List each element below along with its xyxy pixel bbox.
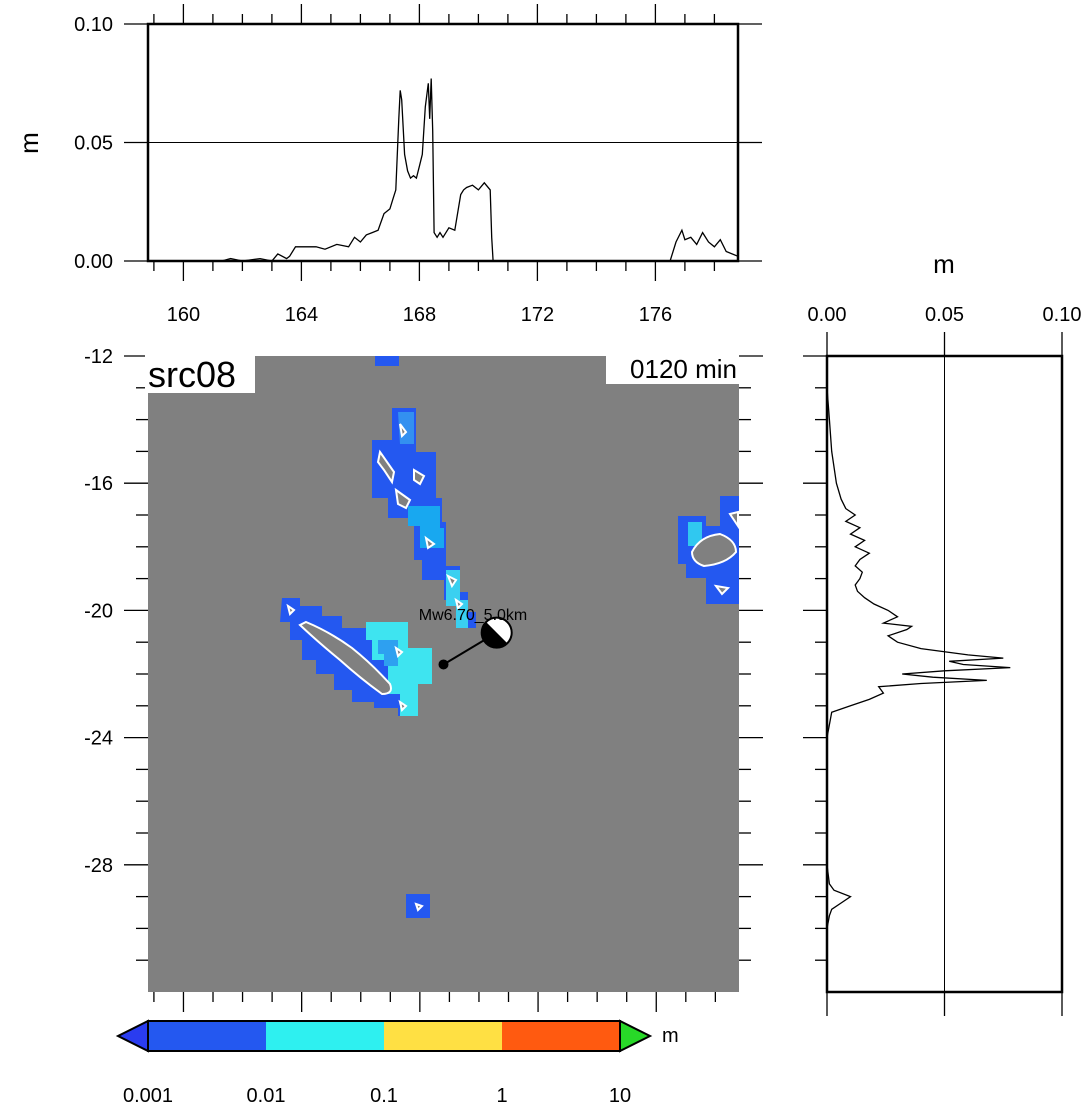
map-y-tick-label: -28 — [84, 855, 113, 877]
colorbar-low-arrow — [115, 1019, 149, 1053]
right-profile-x-tick-label: 0.10 — [1043, 304, 1082, 326]
top-profile-series-line — [148, 78, 739, 262]
map-y-tick-label: -20 — [84, 600, 113, 622]
top-profile-x-tick-label: 164 — [285, 304, 318, 326]
event-marker: Mw6.70_5.0km — [419, 607, 528, 670]
right-profile-panel: 0.00 0.05 0.10 m — [803, 249, 1081, 1016]
map-y-tick-labels: -12 -16 -20 -24 -28 — [84, 346, 113, 877]
colorbar: 0.001 0.01 0.1 1 10 m — [115, 1019, 679, 1107]
colorbar-segment-3 — [384, 1021, 502, 1051]
top-profile-y-tick-label: 0.05 — [74, 133, 113, 155]
right-profile-ticks — [803, 332, 1063, 1016]
right-profile-frame — [825, 354, 1064, 994]
top-profile-y-unit: m — [14, 132, 44, 154]
top-profile-frame — [146, 22, 740, 263]
map-y-tick-label: -16 — [84, 473, 113, 495]
right-profile-x-tick-labels: 0.00 0.05 0.10 — [808, 304, 1082, 326]
top-profile-y-tick-label: 0.00 — [74, 251, 113, 273]
top-profile-ticks — [124, 4, 762, 281]
map-y-tick-label: -24 — [84, 728, 113, 750]
time-label: 0120 min — [630, 354, 737, 384]
right-profile-x-tick-label: 0.00 — [808, 304, 847, 326]
top-profile-x-tick-label: 160 — [167, 304, 200, 326]
right-profile-x-unit: m — [933, 249, 955, 279]
right-profile-x-tick-label: 0.05 — [925, 304, 964, 326]
colorbar-tick-label: 0.01 — [247, 1085, 286, 1107]
scenario-label: src08 — [148, 354, 236, 395]
colorbar-unit: m — [662, 1025, 679, 1047]
top-profile-x-tick-labels: 160 164 168 172 176 — [167, 304, 672, 326]
epicenter-dot — [438, 659, 449, 670]
scenario-label-box — [145, 353, 255, 393]
map-panel: Mw6.70_5.0km -12 -16 -20 -24 -28 src08 0120 … — [84, 346, 763, 1012]
focal-mechanism-icon — [480, 616, 513, 649]
top-profile-y-tick-label: 0.10 — [74, 14, 113, 36]
colorbar-tick-labels: 0.001 0.01 0.1 1 10 — [123, 1085, 631, 1107]
map-background — [148, 356, 739, 992]
top-profile-panel: 0.00 0.05 0.10 160 164 168 172 176 m — [14, 4, 762, 326]
colorbar-high-arrow — [619, 1019, 653, 1053]
colorbar-segment-1 — [148, 1021, 266, 1051]
colorbar-tick-label: 0.1 — [370, 1085, 398, 1107]
colorbar-segment-4 — [502, 1021, 620, 1051]
top-profile-x-tick-label: 172 — [521, 304, 554, 326]
right-profile-series-line — [826, 387, 1011, 992]
colorbar-tick-label: 0.001 — [123, 1085, 173, 1107]
colorbar-tick-label: 1 — [496, 1085, 507, 1107]
colorbar-tick-label: 10 — [609, 1085, 631, 1107]
coastlines — [286, 423, 739, 912]
map-ticks — [124, 355, 763, 1012]
top-profile-y-tick-labels: 0.00 0.05 0.10 — [74, 14, 113, 273]
map-y-tick-label: -12 — [84, 346, 113, 368]
top-profile-x-tick-label: 168 — [403, 304, 436, 326]
event-label: Mw6.70_5.0km — [419, 607, 528, 624]
top-profile-x-tick-label: 176 — [639, 304, 672, 326]
time-label-box — [606, 354, 739, 384]
colorbar-segment-2 — [266, 1021, 384, 1051]
